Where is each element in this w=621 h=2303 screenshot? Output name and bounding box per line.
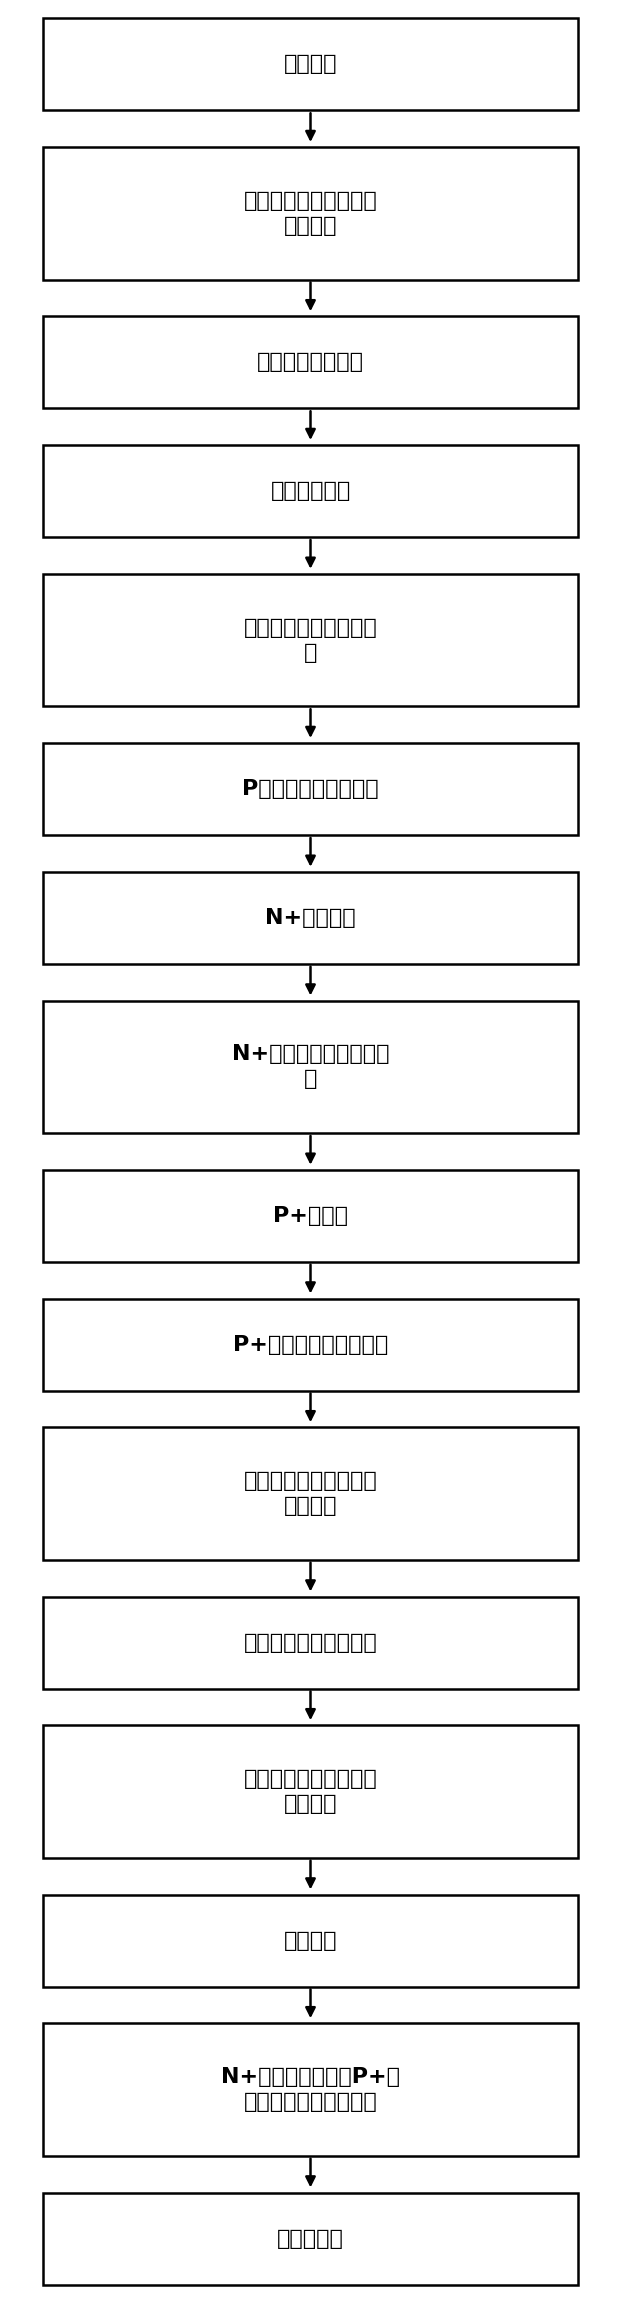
Bar [43, 444, 578, 537]
Text: P+区光刻: P+区光刻 [273, 1207, 348, 1225]
Text: 背面减薄: 背面减薄 [284, 1930, 337, 1951]
Text: N+场截止层掺杂、P+集
电区掺杂、高温热处理: N+场截止层掺杂、P+集 电区掺杂、高温热处理 [221, 2068, 400, 2112]
Bar [43, 1002, 578, 1133]
Bar [43, 1596, 578, 1688]
Text: 背面金属化: 背面金属化 [277, 2229, 344, 2248]
Text: P+区掺杂、高温热处理: P+区掺杂、高温热处理 [233, 1336, 388, 1354]
Text: N+源区掺杂、高温热处
理: N+源区掺杂、高温热处 理 [232, 1046, 389, 1089]
Text: 深沟槽光刻、刻蚀: 深沟槽光刻、刻蚀 [257, 352, 364, 373]
Bar [43, 18, 578, 111]
Bar [43, 1725, 578, 1859]
Bar [43, 1428, 578, 1559]
Text: N+源区光刻: N+源区光刻 [265, 907, 356, 928]
Bar [43, 316, 578, 408]
Text: 介质膜生长，钝化层光
刻、刻蚀: 介质膜生长，钝化层光 刻、刻蚀 [243, 1769, 378, 1815]
Text: 介质膜生长，场限环光
刻、刻蚀: 介质膜生长，场限环光 刻、刻蚀 [243, 191, 378, 235]
Text: P阱掺杂、高温热处理: P阱掺杂、高温热处理 [242, 778, 379, 799]
Text: 高耐压栅氧化: 高耐压栅氧化 [270, 481, 351, 502]
Text: 金属淀积、光刻、刻蚀: 金属淀积、光刻、刻蚀 [243, 1633, 378, 1654]
Text: 多晶硅淀积、光刻、刻
蚀: 多晶硅淀积、光刻、刻 蚀 [243, 617, 378, 663]
Text: 介质膜生长，接触孔光
刻、刻蚀: 介质膜生长，接触孔光 刻、刻蚀 [243, 1472, 378, 1515]
Text: 基片制备: 基片制备 [284, 55, 337, 74]
Bar [43, 147, 578, 279]
Bar [43, 1170, 578, 1262]
Bar [43, 2192, 578, 2285]
Bar [43, 744, 578, 836]
Bar [43, 1895, 578, 1987]
Bar [43, 573, 578, 707]
Bar [43, 1299, 578, 1391]
Bar [43, 2024, 578, 2156]
Bar [43, 873, 578, 965]
